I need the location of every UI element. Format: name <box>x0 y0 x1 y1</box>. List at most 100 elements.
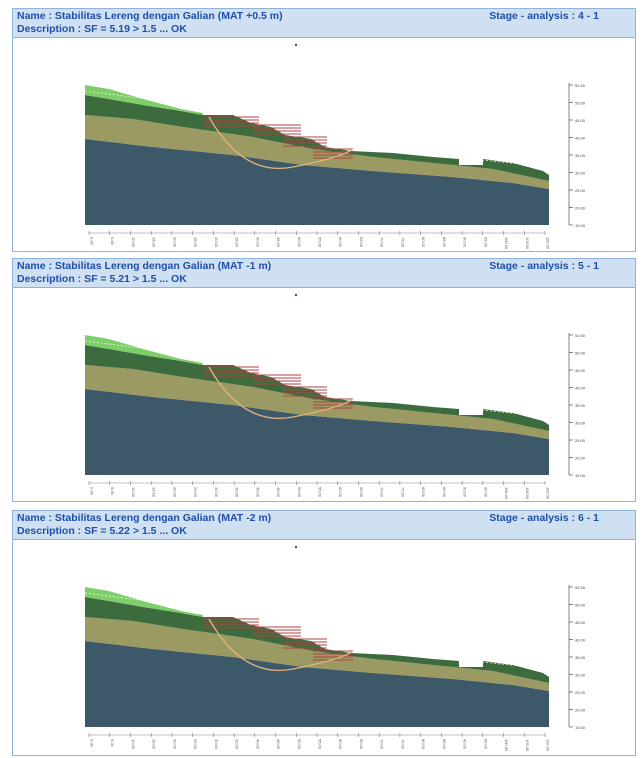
panel-header: Name : Stabilitas Lereng dengan Galian (… <box>13 511 635 540</box>
chainage-label: 45.00 <box>276 739 281 750</box>
bedrock-layer <box>85 139 549 225</box>
slope-section-drawing: 52.50 50.00 45.00 40.00 35.00 30.00 25.00 20.00… <box>84 545 586 752</box>
panel-header: Name : Stabilitas Lereng dengan Galian (… <box>13 9 635 38</box>
chainage-label: 0.00 <box>90 237 95 246</box>
chainage-label: 35.00 <box>235 739 240 750</box>
chainage-label: 80.00 <box>421 487 426 498</box>
elevation-label: 52.50 <box>575 585 586 590</box>
chainage-label: 65.00 <box>359 237 364 248</box>
elevation-label: 40.00 <box>575 638 586 643</box>
chainage-label: 25.00 <box>193 237 198 248</box>
panel-stage: Stage - analysis : 6 - 1 <box>489 512 599 524</box>
elevation-label: 30.00 <box>575 171 586 176</box>
chainage-label: 30.00 <box>214 487 219 498</box>
chainage-label: 110.00 <box>546 739 551 752</box>
chainage-label: 95.00 <box>483 739 488 750</box>
chainage-label: 5.00 <box>110 739 115 748</box>
chainage-label: 100.00 <box>504 739 509 752</box>
panel-name: Name : Stabilitas Lereng dengan Galian (… <box>17 512 272 524</box>
silt-layer <box>85 345 549 431</box>
chainage-label: 110.00 <box>546 237 551 250</box>
slope-section-drawing: 52.50 50.00 45.00 40.00 35.00 30.00 25.00 20.00… <box>84 43 586 250</box>
chainage-label: 65.00 <box>359 739 364 750</box>
elevation-label: 25.00 <box>575 188 586 193</box>
chainage-label: 60.00 <box>338 237 343 248</box>
chainage-label: 15.00 <box>152 487 157 498</box>
chainage-label: 55.00 <box>318 739 323 750</box>
panel-description: Description : SF = 5.19 > 1.5 ... OK <box>17 23 187 35</box>
origin-marker <box>294 293 298 297</box>
slope-section-drawing: 52.50 50.00 45.00 40.00 35.00 30.00 25.00 20.00… <box>84 293 586 500</box>
analysis-panel-3: Name : Stabilitas Lereng dengan Galian (… <box>12 510 636 756</box>
water-table-line <box>84 340 550 418</box>
chainage-label: 100.00 <box>504 237 509 250</box>
chainage-label: 30.00 <box>214 739 219 750</box>
slip-surface <box>208 366 354 420</box>
chainage-label: 55.00 <box>318 487 323 498</box>
chainage-label: 70.00 <box>380 237 385 248</box>
panel-name: Name : Stabilitas Lereng dengan Galian (… <box>17 10 283 22</box>
elevation-label: 50.00 <box>575 351 586 356</box>
chainage-label: 90.00 <box>463 487 468 498</box>
excavation-anchors <box>203 116 353 159</box>
chainage-label: 20.00 <box>172 739 177 750</box>
chainage-label: 70.00 <box>380 739 385 750</box>
chainage-label: 50.00 <box>297 487 302 498</box>
origin-marker <box>294 43 298 47</box>
panel-name: Name : Stabilitas Lereng dengan Galian (… <box>17 260 272 272</box>
chainage-label: 40.00 <box>255 487 260 498</box>
origin-marker <box>294 545 298 549</box>
chainage-label: 50.00 <box>297 739 302 750</box>
chainage-label: 15.00 <box>152 237 157 248</box>
elevation-label: 15.00 <box>575 223 586 228</box>
water-table-line <box>84 592 550 670</box>
slip-surface <box>208 116 354 170</box>
chainage-label: 35.00 <box>235 487 240 498</box>
elevation-label: 20.00 <box>575 206 586 211</box>
chainage-label: 0.00 <box>90 739 95 748</box>
panel-stage: Stage - analysis : 4 - 1 <box>489 10 599 22</box>
bedrock-layer <box>85 641 549 727</box>
elevation-label: 25.00 <box>575 690 586 695</box>
elevation-label: 20.00 <box>575 708 586 713</box>
chainage-label: 40.00 <box>255 237 260 248</box>
elevation-label: 30.00 <box>575 421 586 426</box>
analysis-panel-1: Name : Stabilitas Lereng dengan Galian (… <box>12 8 636 252</box>
chainage-label: 30.00 <box>214 237 219 248</box>
elevation-label: 35.00 <box>575 655 586 660</box>
water-table-line <box>84 90 550 168</box>
panel-description: Description : SF = 5.22 > 1.5 ... OK <box>17 525 187 537</box>
panel-description: Description : SF = 5.21 > 1.5 ... OK <box>17 273 187 285</box>
section-layers: 52.50 50.00 45.00 40.00 35.00 30.00 25.00 20.00… <box>84 293 586 500</box>
elevation-label: 50.00 <box>575 603 586 608</box>
chainage-label: 0.00 <box>90 487 95 496</box>
panel-header: Name : Stabilitas Lereng dengan Galian (… <box>13 259 635 288</box>
elevation-label: 52.50 <box>575 83 586 88</box>
chainage-label: 10.00 <box>131 237 136 248</box>
elevation-label: 40.00 <box>575 136 586 141</box>
elevation-label: 45.00 <box>575 620 586 625</box>
chainage-label: 90.00 <box>463 739 468 750</box>
chainage-label: 95.00 <box>483 237 488 248</box>
topsoil-layer <box>85 335 203 365</box>
chainage-label: 85.00 <box>442 739 447 750</box>
section-layers: 52.50 50.00 45.00 40.00 35.00 30.00 25.00 20.00… <box>84 43 586 250</box>
chainage-label: 50.00 <box>297 237 302 248</box>
chainage-label: 80.00 <box>421 739 426 750</box>
chainage-label: 20.00 <box>172 487 177 498</box>
silt-layer <box>85 597 549 683</box>
chainage-label: 85.00 <box>442 237 447 248</box>
chainage-label: 105.00 <box>525 739 530 752</box>
chainage-label: 10.00 <box>131 487 136 498</box>
chainage-label: 75.00 <box>400 237 405 248</box>
elevation-label: 35.00 <box>575 403 586 408</box>
analysis-panel-2: Name : Stabilitas Lereng dengan Galian (… <box>12 258 636 502</box>
chainage-label: 105.00 <box>525 237 530 250</box>
chainage-label: 5.00 <box>110 237 115 246</box>
elevation-label: 50.00 <box>575 101 586 106</box>
topsoil-layer <box>85 85 203 115</box>
chainage-label: 55.00 <box>318 237 323 248</box>
elevation-label: 35.00 <box>575 153 586 158</box>
silt-layer <box>85 95 549 181</box>
topsoil-layer <box>85 587 203 617</box>
